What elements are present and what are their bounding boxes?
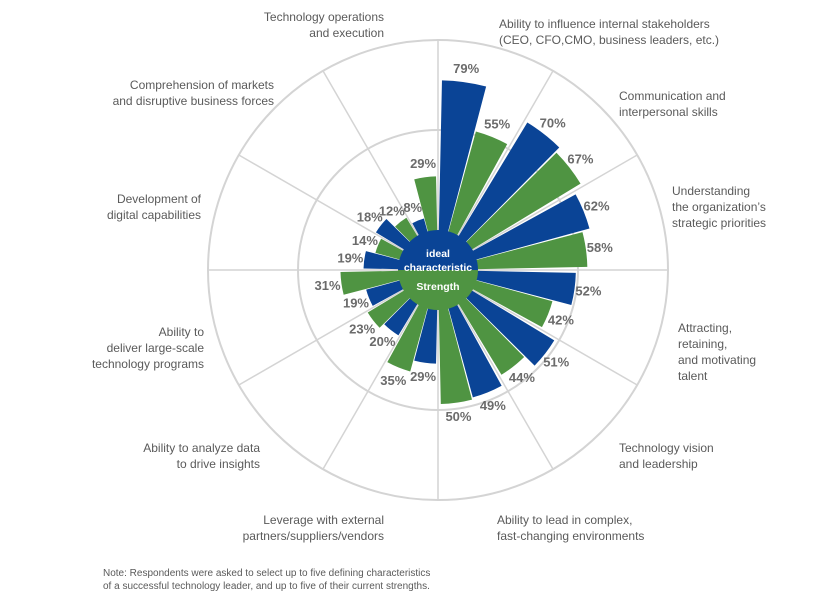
center-label-ideal: ideal — [426, 248, 450, 260]
bar-strength-0 — [447, 131, 508, 239]
spoke — [456, 70, 554, 238]
category-label-0: Ability to influence internal stakeholde… — [499, 17, 719, 47]
value-label-ideal-0: 79% — [453, 61, 479, 76]
value-label-ideal-4: 51% — [543, 355, 569, 370]
value-label-strength-4: 44% — [509, 370, 535, 385]
value-label-ideal-11: 8% — [403, 200, 422, 215]
category-label-8: Ability to deliver large-scale technology … — [92, 325, 204, 371]
value-label-ideal-8: 19% — [343, 296, 369, 311]
value-label-ideal-5: 49% — [480, 398, 506, 413]
bar-strength-3 — [469, 279, 553, 328]
spoke — [322, 302, 420, 470]
bar-ideal-5 — [447, 301, 502, 398]
spoke — [322, 70, 420, 238]
category-label-9: Development of digital capabilities — [107, 192, 202, 222]
bar-ideal-10 — [375, 218, 413, 252]
bar-ideal-4 — [463, 288, 555, 366]
spoke — [238, 288, 406, 386]
spoke — [470, 154, 638, 252]
bar-ideal-8 — [366, 279, 407, 306]
value-label-strength-9: 14% — [352, 233, 378, 248]
value-label-strength-1: 67% — [567, 151, 593, 166]
bar-strength-9 — [375, 238, 407, 261]
bar-strength-10 — [395, 217, 420, 245]
footnote: Note: Respondents were asked to select u… — [103, 567, 430, 593]
bar-strength-1 — [463, 152, 581, 252]
center-bottom-half — [398, 270, 478, 310]
value-label-strength-2: 58% — [587, 240, 613, 255]
bar-ideal-3 — [472, 270, 576, 305]
center-top-half — [398, 230, 478, 270]
center-label-strength: Strength — [416, 281, 459, 293]
footnote-line-2: of a successful technology leader, and u… — [103, 581, 430, 592]
category-label-4: Technology vision and leadership — [619, 441, 714, 471]
bar-strength-11 — [414, 176, 438, 236]
category-label-2: Understanding the organization’s strategic… — [672, 184, 766, 230]
category-label-5: Ability to lead in complex, fast-changing… — [497, 513, 644, 543]
value-label-strength-7: 23% — [349, 322, 375, 337]
bar-strength-8 — [340, 270, 404, 295]
spoke — [238, 154, 406, 252]
bar-strength-4 — [456, 295, 525, 375]
value-label-strength-3: 42% — [548, 312, 574, 327]
value-label-strength-0: 55% — [484, 116, 510, 131]
bar-ideal-0 — [438, 80, 487, 236]
value-label-ideal-3: 52% — [575, 284, 601, 299]
bar-ideal-2 — [469, 194, 590, 261]
category-label-7: Ability to analyze data to drive insights — [143, 441, 260, 471]
value-label-strength-5: 50% — [445, 409, 471, 424]
category-label-10: Comprehension of markets and disruptive b… — [113, 78, 274, 108]
value-label-ideal-6: 29% — [410, 369, 436, 384]
footnote-line-1: Note: Respondents were asked to select u… — [103, 568, 431, 579]
bar-ideal-6 — [414, 304, 438, 364]
bar-strength-2 — [472, 232, 588, 270]
category-label-3: Attracting, retaining, and motivating talen… — [678, 321, 756, 383]
category-label-6: Leverage with external partners/suppliers… — [243, 513, 384, 543]
value-label-strength-8: 31% — [315, 278, 341, 293]
chart-center: ideal characteristic Strength — [398, 230, 478, 310]
bar-strength-6 — [387, 301, 429, 372]
category-label-11: Technology operations and execution — [264, 10, 384, 40]
value-labels: 79% 55% 70% 67% 62% 58% 52%42% 51% 44%49% 50% 29% 3… — [315, 61, 614, 424]
bar-ideal-9 — [363, 251, 404, 270]
value-label-ideal-2: 62% — [584, 198, 610, 213]
bar-ideal-1 — [456, 122, 560, 245]
bar-strength-7 — [367, 288, 413, 328]
value-label-ideal-1: 70% — [540, 116, 566, 131]
value-label-ideal-7: 20% — [369, 334, 395, 349]
spoke — [470, 288, 638, 386]
chart-grid — [207, 39, 669, 501]
spoke — [456, 302, 554, 470]
value-label-strength-10: 12% — [379, 203, 405, 218]
category-labels: Ability to influence internal stakeholde… — [92, 10, 766, 543]
category-label-1: Communication and interpersonal skills — [619, 89, 726, 119]
value-label-strength-6: 35% — [380, 373, 406, 388]
center-label-characteristic: characteristic — [404, 262, 472, 274]
chart-bars — [340, 80, 590, 404]
value-label-strength-11: 29% — [410, 156, 436, 171]
bar-ideal-7 — [384, 295, 420, 336]
value-label-ideal-9: 19% — [337, 250, 363, 265]
value-label-ideal-10: 18% — [357, 209, 383, 224]
bar-strength-5 — [438, 304, 473, 404]
